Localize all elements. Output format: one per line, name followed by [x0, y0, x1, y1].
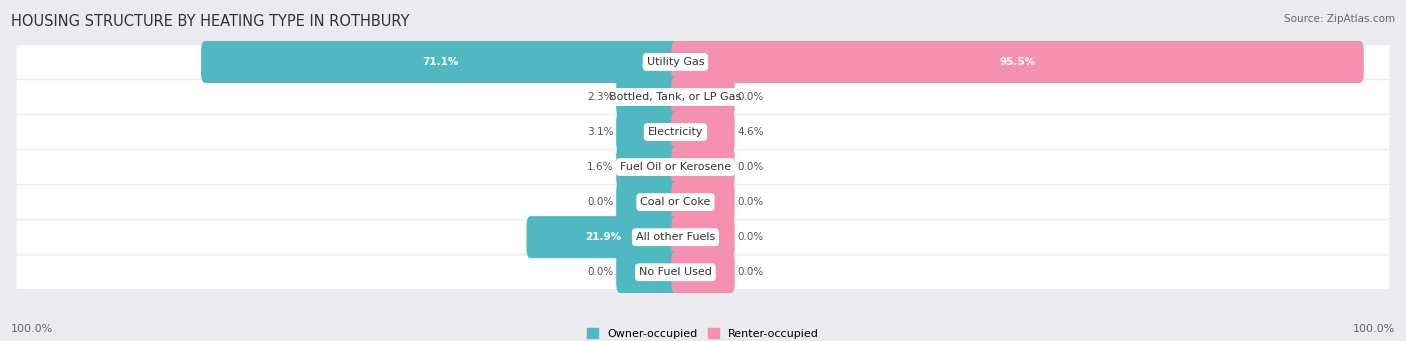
Text: 100.0%: 100.0% — [11, 324, 53, 334]
FancyBboxPatch shape — [616, 146, 679, 188]
Text: 0.0%: 0.0% — [738, 162, 763, 172]
FancyBboxPatch shape — [526, 216, 679, 258]
Text: 0.0%: 0.0% — [588, 267, 613, 277]
Text: Bottled, Tank, or LP Gas: Bottled, Tank, or LP Gas — [609, 92, 741, 102]
Text: No Fuel Used: No Fuel Used — [638, 267, 711, 277]
FancyBboxPatch shape — [671, 76, 735, 118]
Text: All other Fuels: All other Fuels — [636, 232, 716, 242]
Text: Coal or Coke: Coal or Coke — [640, 197, 710, 207]
Text: 0.0%: 0.0% — [738, 197, 763, 207]
FancyBboxPatch shape — [201, 41, 679, 83]
Text: 100.0%: 100.0% — [1353, 324, 1395, 334]
FancyBboxPatch shape — [671, 41, 1364, 83]
Text: 21.9%: 21.9% — [585, 232, 621, 242]
FancyBboxPatch shape — [616, 251, 679, 293]
Text: 4.6%: 4.6% — [738, 127, 763, 137]
FancyBboxPatch shape — [17, 45, 1389, 79]
Text: Source: ZipAtlas.com: Source: ZipAtlas.com — [1284, 14, 1395, 24]
FancyBboxPatch shape — [616, 181, 679, 223]
FancyBboxPatch shape — [671, 216, 735, 258]
FancyBboxPatch shape — [671, 251, 735, 293]
Text: 0.0%: 0.0% — [738, 92, 763, 102]
Text: 0.0%: 0.0% — [738, 232, 763, 242]
FancyBboxPatch shape — [616, 111, 679, 153]
Text: 2.3%: 2.3% — [586, 92, 613, 102]
Text: Utility Gas: Utility Gas — [647, 57, 704, 67]
Text: Electricity: Electricity — [648, 127, 703, 137]
FancyBboxPatch shape — [17, 255, 1389, 289]
FancyBboxPatch shape — [17, 80, 1389, 114]
FancyBboxPatch shape — [17, 220, 1389, 254]
Text: 0.0%: 0.0% — [588, 197, 613, 207]
FancyBboxPatch shape — [17, 150, 1389, 184]
FancyBboxPatch shape — [17, 115, 1389, 149]
FancyBboxPatch shape — [616, 76, 679, 118]
FancyBboxPatch shape — [671, 181, 735, 223]
FancyBboxPatch shape — [671, 146, 735, 188]
Text: 1.6%: 1.6% — [586, 162, 613, 172]
Text: Fuel Oil or Kerosene: Fuel Oil or Kerosene — [620, 162, 731, 172]
Text: 71.1%: 71.1% — [422, 57, 458, 67]
FancyBboxPatch shape — [17, 185, 1389, 219]
Text: 95.5%: 95.5% — [1000, 57, 1036, 67]
Legend: Owner-occupied, Renter-occupied: Owner-occupied, Renter-occupied — [582, 324, 824, 341]
Text: HOUSING STRUCTURE BY HEATING TYPE IN ROTHBURY: HOUSING STRUCTURE BY HEATING TYPE IN ROT… — [11, 14, 409, 29]
FancyBboxPatch shape — [671, 111, 735, 153]
Text: 0.0%: 0.0% — [738, 267, 763, 277]
Text: 3.1%: 3.1% — [586, 127, 613, 137]
